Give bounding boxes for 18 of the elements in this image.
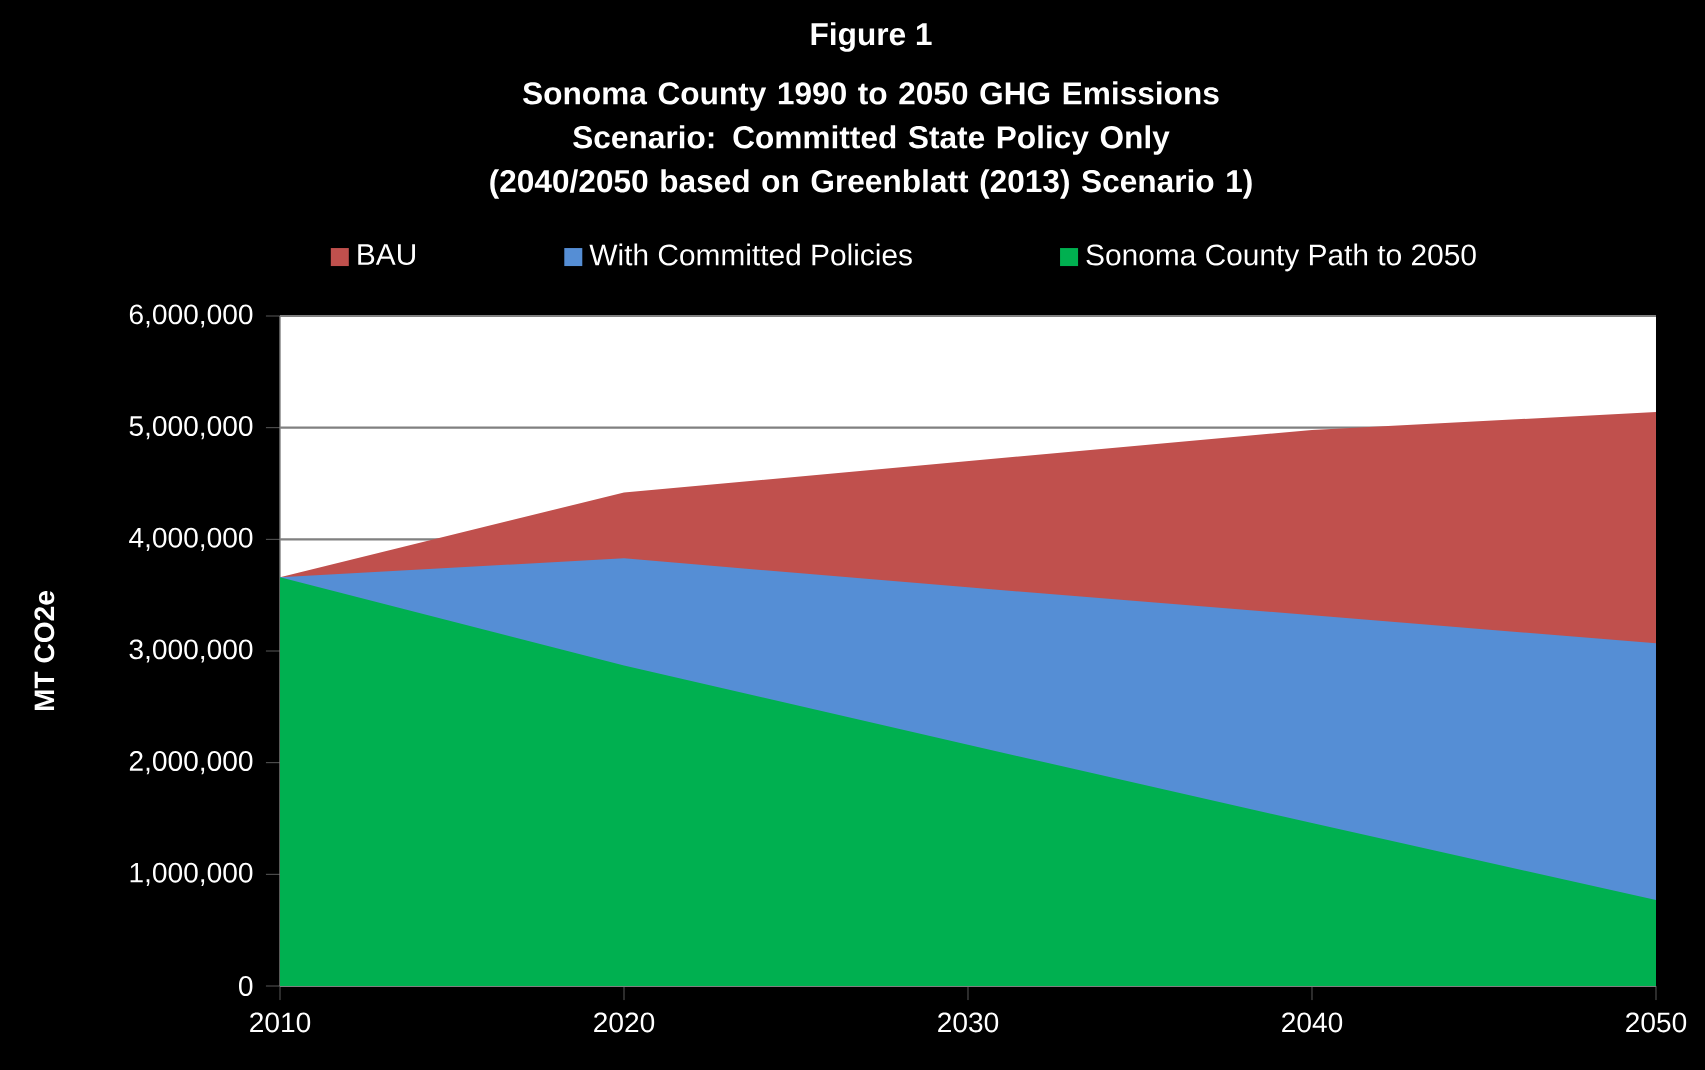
x-tick-label: 2040	[1282, 1012, 1343, 1033]
legend-label: Sonoma County Path to 2050	[1086, 243, 1476, 272]
y-tick-label: 3,000,000	[129, 639, 253, 663]
chart-subtitle: Sonoma County 1990 to 2050 GHG Emissions Scenario: Committed State Policy Only (2040/2050 based on Greenblatt (2013) Scenario 1)	[490, 81, 1252, 199]
y-tick-label: 4,000,000	[129, 527, 253, 551]
y-tick-label: 2,000,000	[129, 751, 253, 775]
y-tick-label: 1,000,000	[130, 862, 253, 886]
legend-label: With Committed Policies	[589, 243, 912, 266]
y-tick-label: 0	[239, 976, 253, 996]
x-tick-label: 2010	[250, 1012, 311, 1033]
y-tick-label: 6,000,000	[129, 304, 253, 328]
x-tick-label: 2020	[594, 1012, 655, 1033]
y-axis-title: MT CO2e	[34, 591, 55, 711]
x-tick-label: 2050	[1626, 1012, 1687, 1033]
x-tick-label: 2030	[938, 1012, 999, 1033]
legend-label: BAU	[358, 244, 415, 265]
y-tick-label: 5,000,000	[129, 416, 253, 440]
chart-title: Figure 1	[811, 22, 932, 52]
